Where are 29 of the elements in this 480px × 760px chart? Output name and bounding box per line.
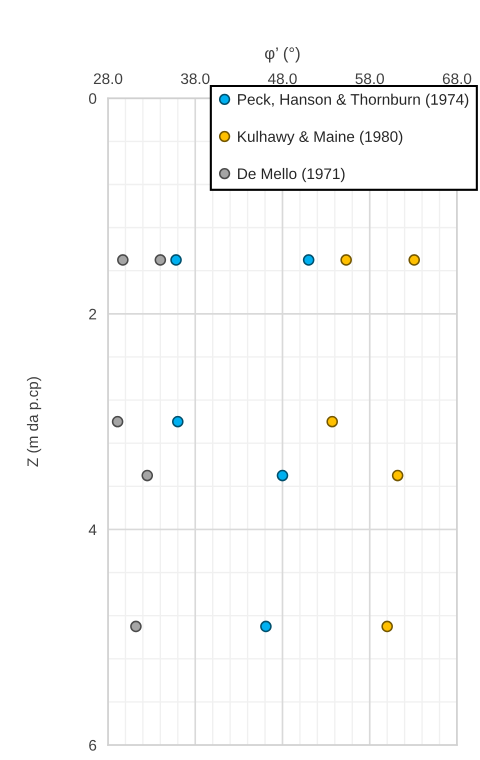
point <box>260 620 272 632</box>
point <box>302 254 314 266</box>
y-axis-title: Z (m da p.cp) <box>26 377 42 467</box>
point <box>170 254 182 266</box>
point <box>408 254 420 266</box>
point <box>340 254 352 266</box>
legend-label: Peck, Hanson & Thornburn (1974) <box>238 94 468 108</box>
legend-label: Kulhawy & Maine (1980) <box>238 130 402 146</box>
point <box>326 416 338 428</box>
point <box>141 470 154 482</box>
x-tick-label: 48.0 <box>268 73 297 84</box>
x-tick-label: 58.0 <box>355 73 384 84</box>
point <box>392 470 404 482</box>
x-axis-title: φ’ (°) <box>265 46 300 62</box>
y-tick-label: 2 <box>89 308 96 320</box>
y-tick-label: 6 <box>89 740 96 751</box>
point <box>112 416 124 428</box>
x-tick-label: 28.0 <box>94 73 122 84</box>
point <box>117 254 129 266</box>
legend-label: De Mello (1971) <box>238 168 345 182</box>
point <box>276 470 288 482</box>
x-tick-label: 68.0 <box>442 73 472 84</box>
point <box>172 416 184 428</box>
x-tick-label: 38.0 <box>180 73 210 84</box>
point <box>154 254 166 266</box>
point <box>130 620 142 632</box>
y-tick-label: 0 <box>88 93 96 104</box>
y-tick-label: 4 <box>88 524 96 535</box>
point <box>381 620 393 632</box>
